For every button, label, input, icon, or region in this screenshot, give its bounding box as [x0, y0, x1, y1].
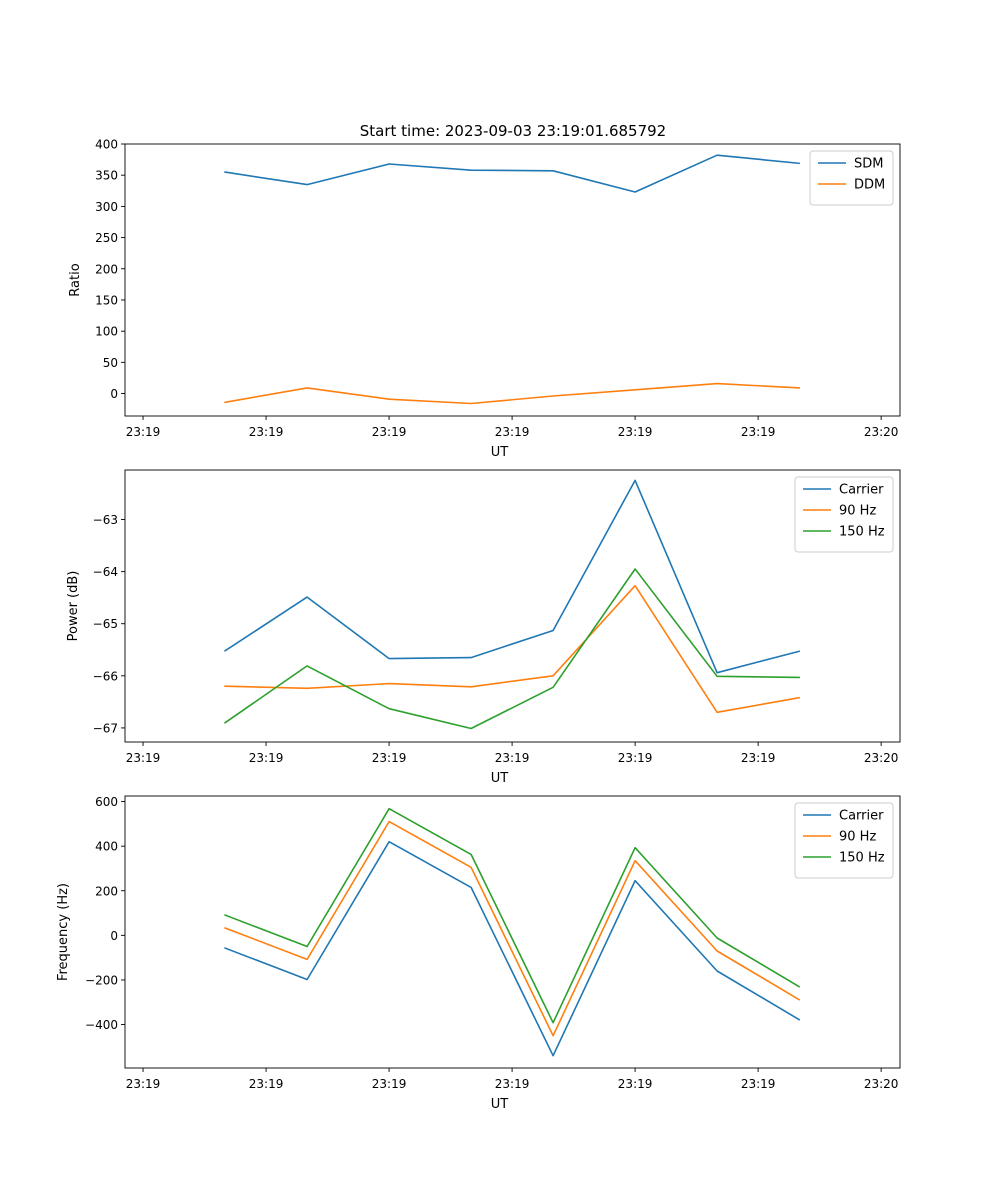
y-tick-label: 200	[95, 262, 118, 276]
y-tick-label: 100	[95, 325, 118, 339]
y-tick-label: 350	[95, 169, 118, 183]
y-tick-label: 150	[95, 293, 118, 307]
x-tick-label: 23:19	[249, 425, 284, 439]
x-tick-label: 23:19	[495, 425, 530, 439]
x-tick-label: 23:19	[618, 751, 653, 765]
series-line-sdm	[224, 154, 800, 193]
x-tick-label: 23:19	[249, 1077, 284, 1091]
y-tick-label: 250	[95, 231, 118, 245]
x-tick-label: 23:19	[126, 1077, 161, 1091]
legend-label: 90 Hz	[839, 830, 876, 845]
legend-label: 150 Hz	[839, 525, 885, 540]
axes-frame	[124, 795, 901, 1069]
y-axis-label: Ratio	[68, 263, 83, 296]
legend-label: 150 Hz	[839, 851, 885, 866]
x-tick-label: 23:20	[864, 1077, 899, 1091]
axes-frame	[124, 143, 901, 417]
legend-box	[809, 150, 894, 206]
legend: Carrier 90 Hz 150 Hz	[794, 802, 894, 879]
x-tick-label: 23:20	[864, 751, 899, 765]
legend-label: 90 Hz	[839, 504, 876, 519]
legend-label: SDM	[854, 157, 883, 172]
series-line-150-hz	[223, 568, 800, 730]
subplot-2: 23:19 23:19 23:19 23:19 23:19 23:19 23:20 −67 −6…	[66, 469, 901, 786]
y-tick-label: −400	[85, 1018, 118, 1032]
legend: Carrier 90 Hz 150 Hz	[794, 476, 894, 553]
subplot-3: 23:19 23:19 23:19 23:19 23:19 23:19 23:20 −400 −…	[56, 795, 901, 1112]
x-tick-label: 23:19	[249, 751, 284, 765]
x-tick-label: 23:19	[495, 751, 530, 765]
series-line-carrier	[224, 840, 801, 1057]
y-tick-label: 400	[95, 840, 118, 854]
x-tick-label: 23:19	[126, 425, 161, 439]
y-tick-label: −65	[93, 617, 118, 631]
subplot-1: 23:19 23:19 23:19 23:19 23:19 23:19 23:20 0 50 10…	[68, 138, 901, 460]
series-line-ddm	[224, 382, 800, 405]
x-tick-label: 23:19	[741, 751, 776, 765]
y-tick-label: 300	[95, 200, 118, 214]
x-axis-label: UT	[491, 1097, 509, 1112]
y-tick-label: −64	[93, 565, 118, 579]
legend-box	[794, 802, 894, 879]
y-tick-label: 0	[110, 387, 118, 401]
series-line-carrier	[223, 479, 801, 674]
plots: 23:19 23:19 23:19 23:19 23:19 23:19 23:20 0 50 10…	[56, 138, 901, 1112]
legend: SDM DDM	[809, 150, 894, 206]
x-tick-label: 23:19	[618, 425, 653, 439]
series-line-90-hz	[224, 820, 801, 1037]
x-tick-label: 23:19	[741, 425, 776, 439]
legend-label: Carrier	[839, 809, 884, 824]
legend-box	[794, 476, 894, 553]
x-tick-label: 23:20	[864, 425, 899, 439]
y-tick-label: 0	[110, 929, 118, 943]
x-axis-label: UT	[491, 445, 509, 460]
y-axis-label: Power (dB)	[66, 571, 81, 642]
figure-title: Start time: 2023-09-03 23:19:01.685792	[360, 122, 666, 140]
x-tick-label: 23:19	[372, 425, 407, 439]
x-tick-label: 23:19	[126, 751, 161, 765]
y-tick-label: 200	[95, 884, 118, 898]
y-tick-label: 400	[95, 138, 118, 152]
series-line-150-hz	[224, 807, 801, 1024]
y-tick-label: −66	[93, 669, 118, 683]
x-tick-label: 23:19	[741, 1077, 776, 1091]
y-tick-label: 600	[95, 795, 118, 809]
x-tick-label: 23:19	[495, 1077, 530, 1091]
y-tick-label: −200	[85, 973, 118, 987]
x-tick-label: 23:19	[372, 1077, 407, 1091]
x-axis-label: UT	[491, 771, 509, 786]
y-tick-label: −63	[93, 513, 118, 527]
series-line-90-hz	[224, 584, 801, 714]
x-tick-label: 23:19	[618, 1077, 653, 1091]
y-tick-label: −67	[93, 721, 118, 735]
y-tick-label: 50	[103, 356, 118, 370]
y-axis-label: Frequency (Hz)	[56, 883, 71, 981]
x-tick-label: 23:19	[372, 751, 407, 765]
legend-label: Carrier	[839, 483, 884, 498]
legend-label: DDM	[854, 178, 885, 193]
